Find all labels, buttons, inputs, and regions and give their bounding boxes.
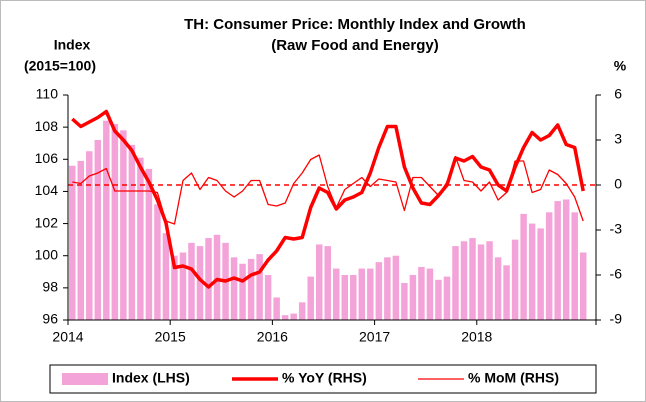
bar: [239, 263, 246, 320]
bar: [145, 168, 153, 320]
bar: [154, 204, 161, 320]
bar: [571, 212, 578, 320]
y-tick-label: 98: [42, 279, 58, 295]
y-tick-label: 100: [35, 246, 59, 262]
y-axis-label: Index: [54, 37, 91, 53]
bar: [554, 201, 561, 320]
bar: [324, 246, 331, 320]
x-tick-label: 2015: [155, 329, 186, 345]
bar: [230, 257, 238, 320]
x-tick-label: 2014: [52, 329, 83, 345]
bar: [77, 160, 85, 320]
bar: [86, 151, 93, 320]
line-series: [72, 154, 584, 225]
bar: [171, 255, 178, 320]
bar: [94, 140, 102, 320]
bar: [384, 257, 391, 320]
bar: [162, 233, 170, 320]
y2-tick-label: -6: [610, 266, 623, 282]
bar: [273, 297, 280, 320]
bar: [264, 275, 272, 320]
bar: [350, 275, 357, 320]
y-tick-label: 108: [35, 118, 59, 134]
bar: [418, 266, 425, 320]
y-tick-label: 110: [36, 86, 59, 102]
bar: [409, 275, 417, 320]
bar: [367, 268, 374, 320]
bar: [545, 212, 553, 320]
x-tick-label: 2017: [359, 329, 390, 345]
bar: [341, 275, 349, 320]
bar: [213, 234, 221, 320]
y2-tick-label: -9: [610, 311, 623, 327]
bar: [503, 265, 510, 320]
bar: [247, 258, 255, 320]
bar: [281, 315, 289, 320]
bar: [537, 228, 544, 320]
legend-box: [49, 364, 597, 394]
x-tick-label: 2016: [257, 329, 288, 345]
y-tick-label: 104: [35, 182, 59, 198]
y-axis-label: (2015=100): [24, 58, 96, 74]
bar: [333, 268, 340, 320]
line-series: [71, 109, 585, 289]
bar: [486, 241, 493, 320]
bar: [452, 246, 459, 320]
bar: [401, 283, 408, 320]
bar: [307, 276, 314, 320]
bar: [196, 246, 204, 320]
chart-subtitle: (Raw Food and Energy): [271, 37, 439, 54]
x-tick-label: 2018: [461, 329, 492, 345]
y2-axis-label: %: [614, 58, 627, 74]
y2-tick-label: 0: [614, 176, 622, 192]
bar: [69, 165, 76, 320]
bar: [392, 255, 400, 320]
bar: [315, 244, 323, 320]
bar: [375, 262, 383, 320]
bar: [137, 157, 144, 320]
legend-label: % YoY (RHS): [282, 370, 367, 386]
bar: [460, 241, 468, 320]
bar: [528, 223, 536, 320]
bar: [358, 268, 366, 320]
legend-label: % MoM (RHS): [468, 370, 559, 386]
y-tick-label: 106: [35, 150, 59, 166]
y-tick-label: 102: [35, 214, 59, 230]
y2-tick-label: -3: [610, 221, 623, 237]
y2-tick-label: 6: [614, 86, 622, 102]
bar: [111, 123, 119, 320]
bar: [426, 268, 434, 320]
legend-swatch: [62, 373, 108, 385]
bar: [120, 130, 127, 320]
bar: [290, 313, 297, 320]
bar: [579, 252, 587, 320]
bar: [477, 244, 485, 320]
bar: [128, 144, 136, 320]
bar: [103, 120, 110, 320]
chart-title: TH: Consumer Price: Monthly Index and Gr…: [184, 16, 526, 33]
bar: [494, 257, 502, 320]
bar: [256, 254, 263, 320]
bar: [511, 239, 519, 320]
bar: [443, 276, 451, 320]
bar: [179, 252, 187, 320]
y2-tick-label: 3: [614, 131, 622, 147]
bar: [188, 242, 195, 320]
bar: [562, 199, 570, 320]
bar: [469, 238, 476, 320]
bar: [435, 279, 442, 320]
legend-label: Index (LHS): [112, 370, 190, 386]
y-tick-label: 96: [42, 311, 58, 327]
bar: [298, 302, 306, 320]
bar: [205, 238, 212, 320]
bar: [520, 213, 527, 320]
